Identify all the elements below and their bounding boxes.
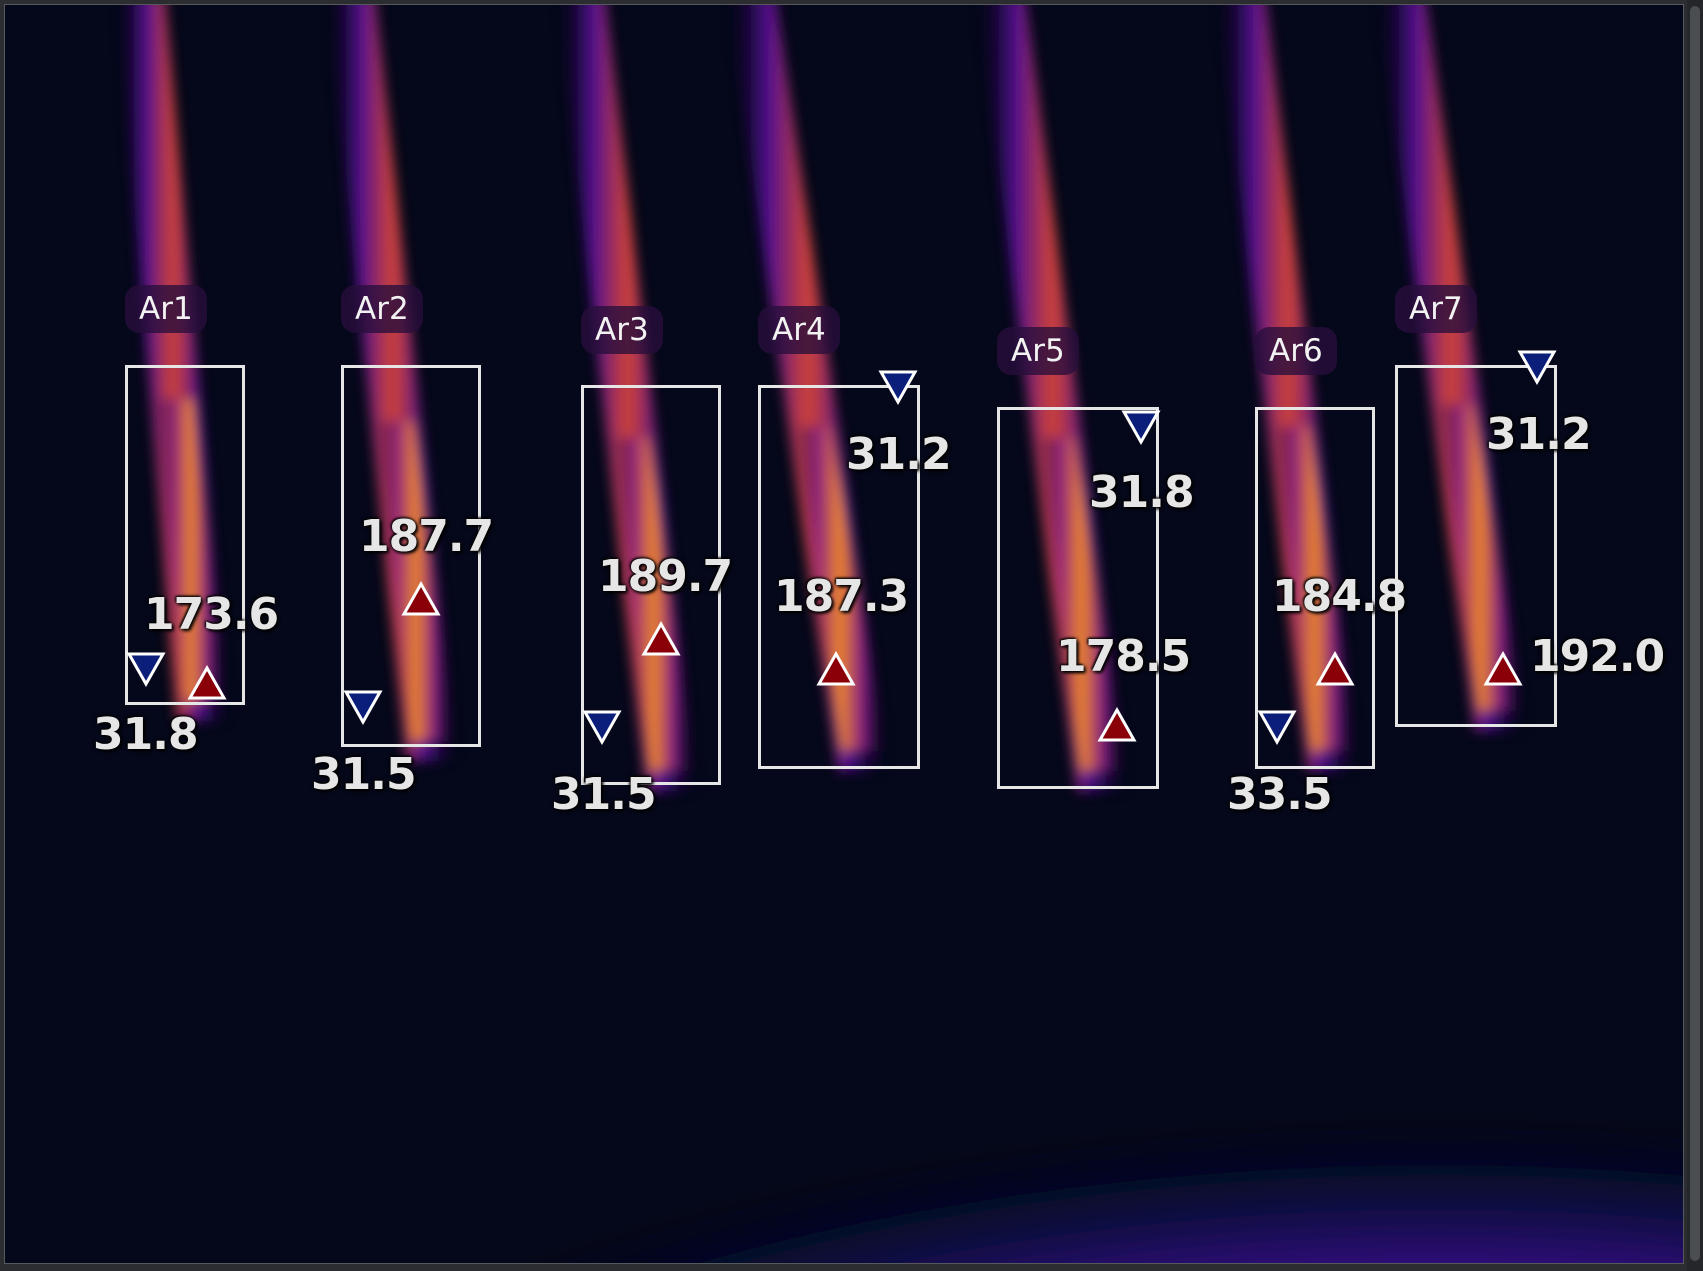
min-temp-ar4: 31.2 <box>846 429 952 480</box>
min-temp-ar7: 31.2 <box>1486 409 1592 460</box>
min-temp-ar3: 31.5 <box>551 769 657 820</box>
min-temp-ar6: 33.5 <box>1227 769 1333 820</box>
min-temp-marker-ar4 <box>878 369 918 406</box>
min-temp-marker-ar3 <box>582 709 622 746</box>
heat-rod-hot-2 <box>377 420 454 741</box>
roi-label-ar5[interactable]: Ar5 <box>997 327 1079 375</box>
max-temp-ar3: 189.7 <box>598 551 733 602</box>
max-temp-marker-ar2 <box>401 580 441 617</box>
roi-box-ar3[interactable] <box>581 385 721 785</box>
min-temp-marker-ar7 <box>1517 349 1557 386</box>
heat-rod-hot-7 <box>1437 404 1523 711</box>
max-temp-marker-ar3 <box>641 620 681 657</box>
heat-rod-hot-3 <box>613 437 694 771</box>
max-temp-marker-ar1 <box>187 664 227 701</box>
roi-label-ar3[interactable]: Ar3 <box>581 306 663 354</box>
roi-label-ar1[interactable]: Ar1 <box>125 285 207 333</box>
min-temp-marker-ar6 <box>1257 709 1297 746</box>
min-temp-ar2: 31.5 <box>311 749 417 800</box>
max-temp-marker-ar7 <box>1483 650 1523 687</box>
max-temp-ar2: 187.7 <box>359 511 494 562</box>
thermal-background <box>5 5 1683 1263</box>
max-temp-ar6: 184.8 <box>1272 571 1407 622</box>
max-temp-marker-ar4 <box>816 650 856 687</box>
roi-box-ar2[interactable] <box>341 365 481 747</box>
roi-label-ar7[interactable]: Ar7 <box>1395 285 1477 333</box>
heat-rod-hot-4 <box>794 426 886 751</box>
max-temp-marker-ar5 <box>1097 706 1137 743</box>
roi-box-ar5[interactable] <box>997 407 1159 789</box>
max-temp-ar4: 187.3 <box>774 571 909 622</box>
roi-box-ar1[interactable] <box>125 365 245 705</box>
scrollbar-thumb[interactable] <box>1690 6 1700 1261</box>
min-temp-marker-ar5 <box>1121 409 1161 446</box>
min-temp-ar5: 31.8 <box>1089 467 1195 518</box>
roi-box-ar7[interactable] <box>1395 365 1557 727</box>
roi-box-ar4[interactable] <box>758 385 920 769</box>
min-temp-ar1: 31.8 <box>93 709 199 760</box>
heat-rod-hot-1 <box>157 398 225 701</box>
roi-label-ar6[interactable]: Ar6 <box>1255 327 1337 375</box>
max-temp-ar1: 173.6 <box>144 589 279 640</box>
max-temp-marker-ar6 <box>1315 650 1355 687</box>
max-temp-ar7: 192.0 <box>1530 631 1665 682</box>
roi-box-ar6[interactable] <box>1255 407 1375 769</box>
vertical-scrollbar[interactable] <box>1687 0 1703 1271</box>
min-temp-marker-ar1 <box>126 651 166 688</box>
roi-label-ar2[interactable]: Ar2 <box>341 285 423 333</box>
thermal-image[interactable]: Ar1 173.6 31.8 Ar2 187.7 31.5 Ar3 189.7 31.5 Ar4 1… <box>4 4 1684 1264</box>
roi-label-ar4[interactable]: Ar4 <box>758 306 840 354</box>
min-temp-marker-ar2 <box>343 689 383 726</box>
max-temp-ar5: 178.5 <box>1056 631 1191 682</box>
heat-rod-hot-5 <box>1038 437 1125 771</box>
